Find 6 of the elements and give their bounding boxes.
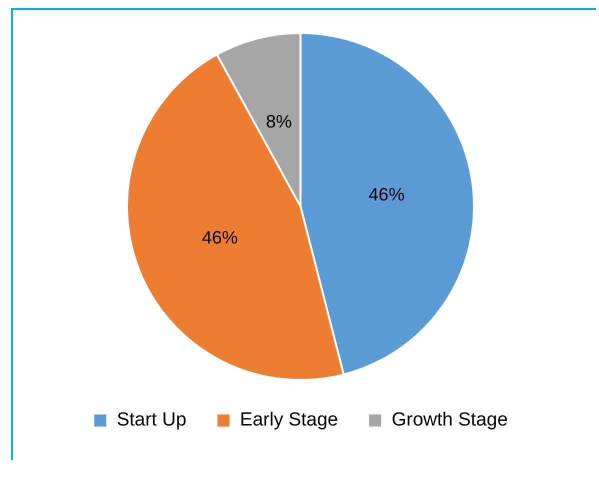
legend-label: Growth Stage xyxy=(392,410,508,431)
data-label: 8% xyxy=(266,111,292,132)
data-label: 46% xyxy=(368,184,405,205)
data-label: 46% xyxy=(202,227,238,248)
legend-label: Early Stage xyxy=(240,410,338,431)
legend-label: Start Up xyxy=(116,410,186,431)
